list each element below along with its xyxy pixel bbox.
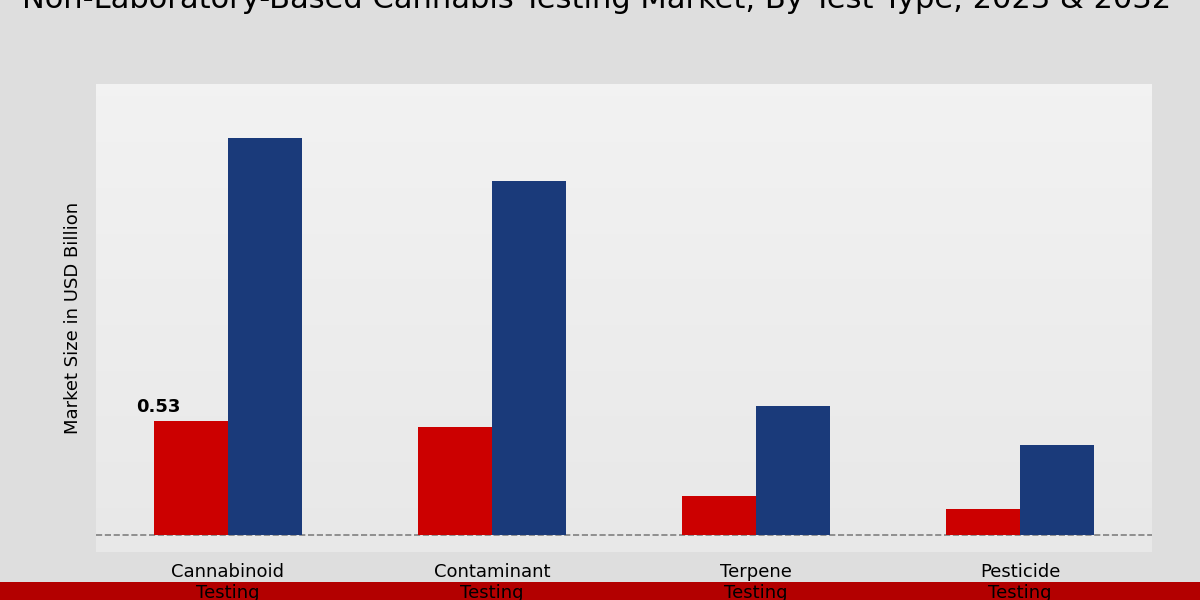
Bar xyxy=(154,421,228,535)
Text: 0.53: 0.53 xyxy=(136,398,180,416)
Bar xyxy=(682,496,756,535)
Bar xyxy=(228,137,302,535)
Bar xyxy=(756,406,830,535)
Text: Non-Laboratory-Based Cannabis Testing Market, By Test Type, 2023 & 2032: Non-Laboratory-Based Cannabis Testing Ma… xyxy=(22,0,1171,14)
Bar xyxy=(418,427,492,535)
Y-axis label: Market Size in USD Billion: Market Size in USD Billion xyxy=(64,202,82,434)
Bar xyxy=(492,181,566,535)
Bar xyxy=(946,509,1020,535)
Bar xyxy=(1020,445,1094,535)
